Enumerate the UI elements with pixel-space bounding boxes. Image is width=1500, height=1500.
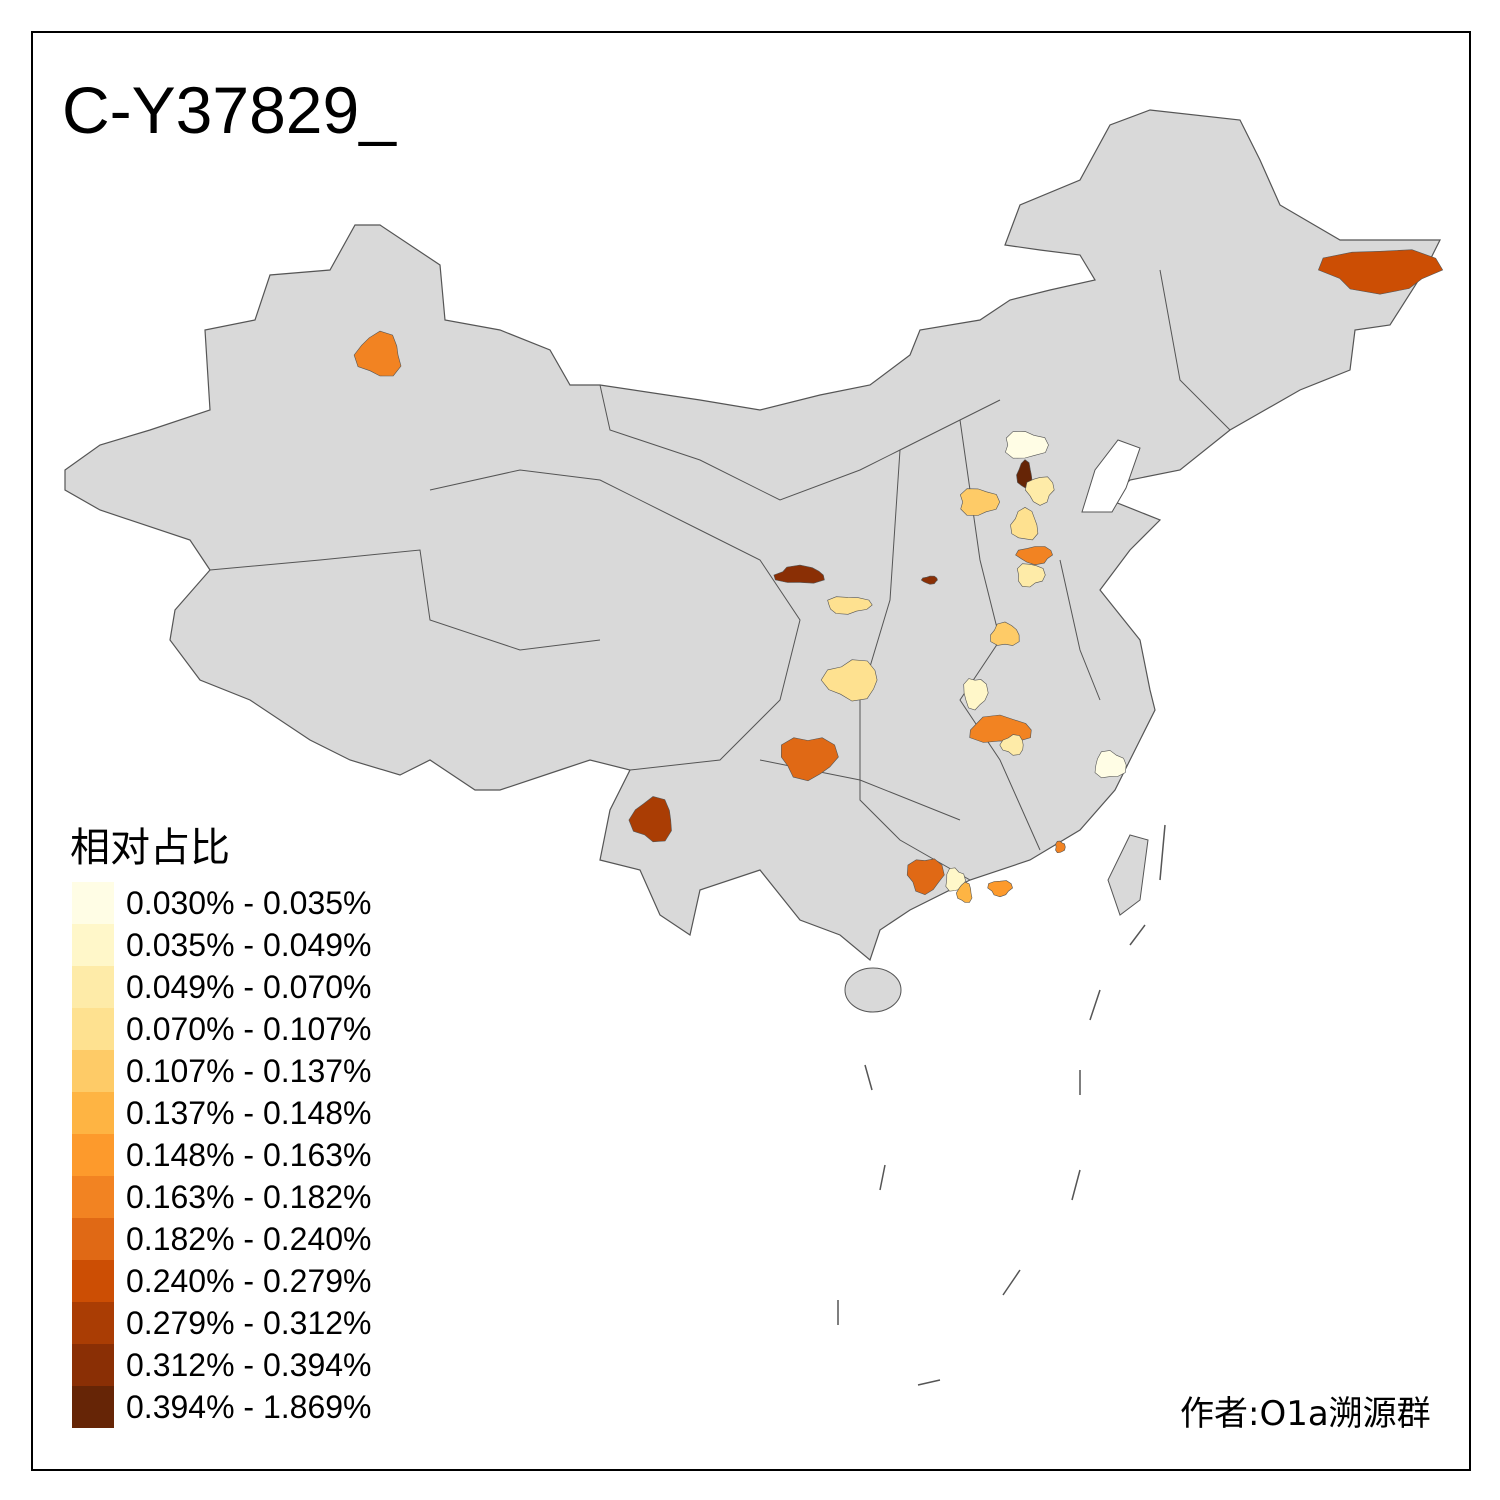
legend-swatch	[72, 1218, 114, 1260]
legend-label: 0.394% - 1.869%	[126, 1388, 372, 1425]
legend-swatch	[72, 1134, 114, 1176]
region-bin-0	[1005, 430, 1049, 459]
legend-swatch	[72, 1260, 114, 1302]
legend-item: 0.035% - 0.049%	[72, 924, 372, 966]
region-bin-8	[906, 858, 945, 896]
legend-item: 0.394% - 1.869%	[72, 1386, 372, 1428]
legend-item: 0.182% - 0.240%	[72, 1218, 372, 1260]
legend-item: 0.240% - 0.279%	[72, 1260, 372, 1302]
legend-item: 0.049% - 0.070%	[72, 966, 372, 1008]
region-bin-9	[1318, 249, 1444, 295]
legend-item: 0.030% - 0.035%	[72, 882, 372, 924]
region-bin-2	[1016, 563, 1046, 588]
legend-swatch	[72, 1176, 114, 1218]
region-bin-3	[820, 659, 878, 702]
legend-item: 0.163% - 0.182%	[72, 1176, 372, 1218]
region-bin-4	[990, 621, 1020, 646]
region-bin-3	[1010, 507, 1039, 541]
region-bin-8	[780, 737, 839, 782]
hainan	[844, 967, 902, 1013]
legend-swatch	[72, 1050, 114, 1092]
region-bin-10	[628, 796, 672, 843]
legend-label: 0.279% - 0.312%	[126, 1304, 372, 1341]
colored-regions	[353, 249, 1444, 903]
legend-label: 0.070% - 0.107%	[126, 1010, 372, 1047]
legend-label: 0.163% - 0.182%	[126, 1178, 372, 1215]
legend-title: 相对占比	[70, 825, 230, 871]
region-bin-7	[353, 330, 402, 377]
region-bin-6	[987, 880, 1013, 898]
taiwan	[1107, 834, 1149, 916]
legend-swatch	[72, 1008, 114, 1050]
author-credit: 作者:O1a溯源群	[1180, 1394, 1431, 1434]
region-bin-7	[1015, 546, 1053, 566]
region-bin-11	[920, 575, 938, 585]
region-bin-3	[827, 596, 873, 615]
legend-swatch	[72, 924, 114, 966]
region-bin-5	[955, 881, 973, 903]
legend-item: 0.107% - 0.137%	[72, 1050, 372, 1092]
region-bin-7	[1055, 840, 1066, 854]
legend-swatch	[72, 1386, 114, 1428]
legend-swatch	[72, 966, 114, 1008]
base-map	[64, 109, 1441, 1386]
region-bin-4	[959, 488, 1001, 516]
region-bin-2	[1024, 476, 1055, 506]
south-sea-islands	[837, 824, 1166, 1386]
legend-label: 0.107% - 0.137%	[126, 1052, 372, 1089]
legend-label: 0.137% - 0.148%	[126, 1094, 372, 1131]
legend-swatch	[72, 1092, 114, 1134]
legend-label: 0.182% - 0.240%	[126, 1220, 372, 1257]
mainland	[64, 109, 1441, 962]
region-bin-0	[1094, 750, 1127, 779]
region-bin-2	[999, 734, 1024, 756]
legend-item: 0.279% - 0.312%	[72, 1302, 372, 1344]
legend-label: 0.030% - 0.035%	[126, 884, 372, 921]
legend-label: 0.035% - 0.049%	[126, 926, 372, 963]
legend-item: 0.137% - 0.148%	[72, 1092, 372, 1134]
legend-label: 0.049% - 0.070%	[126, 968, 372, 1005]
region-bin-1	[963, 678, 989, 711]
legend-item: 0.070% - 0.107%	[72, 1008, 372, 1050]
figure-frame	[31, 31, 1471, 1471]
legend-item: 0.148% - 0.163%	[72, 1134, 372, 1176]
legend-label: 0.240% - 0.279%	[126, 1262, 372, 1299]
bohai-sea	[1081, 439, 1141, 513]
region-bin-11	[773, 564, 825, 584]
legend: 0.030% - 0.035% 0.035% - 0.049% 0.049% - 0…	[72, 882, 372, 1428]
legend-swatch	[72, 1302, 114, 1344]
legend-item: 0.312% - 0.394%	[72, 1344, 372, 1386]
legend-label: 0.312% - 0.394%	[126, 1346, 372, 1383]
legend-swatch	[72, 1344, 114, 1386]
legend-label: 0.148% - 0.163%	[126, 1136, 372, 1173]
legend-swatch	[72, 882, 114, 924]
map-title: C-Y37829_	[62, 73, 396, 147]
